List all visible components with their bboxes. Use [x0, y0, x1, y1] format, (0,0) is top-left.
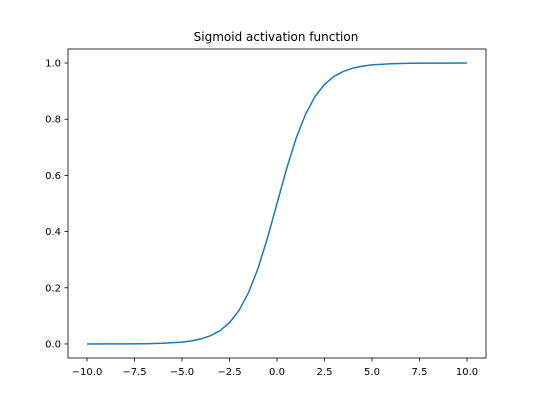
- x-tick-label: 10.0: [456, 367, 478, 378]
- y-tick-label: 0.4: [45, 227, 61, 238]
- y-tick-label: 0.0: [45, 339, 61, 350]
- y-tick-label: 0.2: [45, 283, 61, 294]
- chart-title: Sigmoid activation function: [194, 30, 359, 44]
- y-tick-label: 1.0: [45, 59, 61, 70]
- x-tick-label: 7.5: [412, 367, 428, 378]
- x-tick-label: 2.5: [317, 367, 333, 378]
- sigmoid-line: [86, 62, 468, 345]
- y-tick-label: 0.6: [45, 171, 61, 182]
- x-axis: −10.0 −7.5 −5.0 −2.5 0.0 2.5 5.0 7.5 10.0: [72, 358, 478, 378]
- y-axis: 0.0 0.2 0.4 0.6 0.8 1.0: [45, 59, 68, 350]
- x-tick-label: −5.0: [170, 367, 194, 378]
- x-tick-label: 0.0: [269, 367, 285, 378]
- x-tick-label: 5.0: [364, 367, 380, 378]
- x-tick-label: −10.0: [72, 367, 103, 378]
- y-tick-label: 0.8: [45, 115, 61, 126]
- plot-area: −10.0 −7.5 −5.0 −2.5 0.0 2.5 5.0 7.5 10.0 0.0 0.2…: [45, 48, 487, 378]
- x-tick-label: −2.5: [217, 367, 241, 378]
- x-tick-label: −7.5: [122, 367, 146, 378]
